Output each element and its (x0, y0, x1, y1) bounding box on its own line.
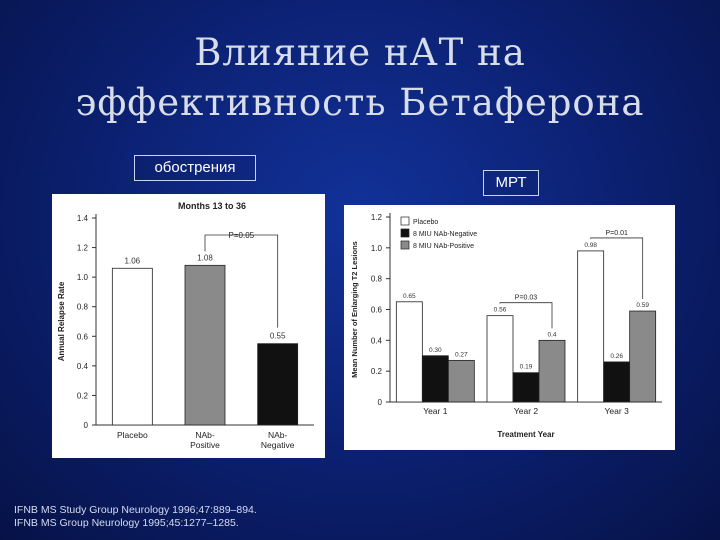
legend-swatch (400, 228, 410, 238)
bar-value-label: 0.59 (636, 302, 649, 309)
bar-year-1-series-1 (421, 355, 449, 403)
y-tick-label: 0 (378, 398, 383, 407)
bar-year-1-series-2 (447, 359, 475, 403)
y-tick-label: 1.4 (77, 214, 89, 223)
y-tick-label: 0.4 (371, 336, 383, 345)
x-tick-label: Year 2 (514, 406, 539, 416)
x-tick-label: NAb- (195, 430, 215, 440)
mri-chart-label: МРТ (483, 170, 539, 196)
significance-label: P=0.01 (605, 230, 627, 237)
y-tick-label: 1.0 (77, 273, 89, 282)
significance-bracket (499, 302, 553, 329)
relapse-rate-chart: Months 13 to 36 0 0.2 0.4 0.6 0.8 1.0 1.2 1.4 Ann… (57, 201, 314, 450)
relapse-rate-chart-panel: Months 13 to 36 0 0.2 0.4 0.6 0.8 1.0 1.2 1.4 Ann… (52, 194, 325, 458)
significance-bracket (590, 237, 644, 300)
significance-bracket (204, 234, 279, 328)
reference-1: IFNB MS Study Group Neurology 1996;47:88… (14, 504, 257, 516)
y-tick-label: 0.4 (77, 362, 89, 371)
bar-year-2-series-0 (486, 315, 514, 403)
legend-label: 8 MIU NAb-Positive (413, 243, 474, 250)
x-tick-label: NAb- (268, 430, 288, 440)
bar-year-1-series-0 (395, 301, 423, 403)
legend-label: Placebo (413, 219, 438, 226)
y-tick-label: 1.2 (371, 213, 383, 222)
bar-value-label: 0.27 (455, 351, 468, 358)
x-tick-label: Placebo (117, 430, 148, 440)
legend-swatch (400, 240, 410, 250)
t2-lesions-chart-panel: 0 0.2 0.4 0.6 0.8 1.0 1.2 Mean Number of Enlarg… (344, 205, 675, 450)
slide-title: Влияние нАТ на эффективность Бетаферона (0, 28, 720, 128)
legend-label: 8 MIU NAb-Negative (413, 231, 477, 238)
bar-value-label: 1.08 (197, 253, 213, 262)
y-tick-label: 0.6 (371, 306, 383, 315)
bar-value-label: 0.65 (403, 293, 416, 300)
bar-placebo (111, 267, 153, 426)
bar-value-label: 0.55 (270, 332, 286, 341)
t2-lesions-chart: 0 0.2 0.4 0.6 0.8 1.0 1.2 Mean Number of Enlarg… (350, 213, 662, 439)
significance-label: P=0.03 (515, 295, 537, 302)
chart-title: Months 13 to 36 (178, 201, 246, 211)
x-axis-label: Treatment Year (497, 430, 554, 439)
title-line-1: Влияние нАТ на (194, 31, 526, 74)
bar-nab-positive (184, 264, 226, 426)
y-tick-label: 0 (84, 421, 89, 430)
legend-swatch (400, 216, 410, 226)
bar-nab-negative (257, 343, 299, 426)
reference-2: IFNB MS Group Neurology 1995;45:1277–128… (14, 517, 239, 529)
y-tick-label: 0.6 (77, 332, 89, 341)
bar-year-3-series-0 (577, 250, 605, 403)
bar-year-2-series-2 (538, 339, 566, 403)
y-axis-label: Annual Relapse Rate (57, 281, 66, 361)
y-tick-label: 1.2 (77, 244, 89, 253)
x-tick-label: Positive (190, 440, 220, 450)
references: IFNB MS Study Group Neurology 1996;47:88… (14, 504, 257, 530)
x-tick-label: Year 3 (605, 406, 630, 416)
bar-value-label: 0.19 (520, 364, 533, 371)
y-axis-label: Mean Number of Enlarging T2 Lesions (350, 241, 359, 378)
bar-value-label: 1.06 (125, 256, 141, 265)
y-tick-label: 0.8 (77, 303, 89, 312)
bar-value-label: 0.4 (547, 331, 556, 338)
y-tick-label: 0.2 (371, 367, 383, 376)
bar-year-2-series-1 (512, 372, 540, 403)
bar-value-label: 0.30 (429, 347, 442, 354)
bar-year-3-series-2 (629, 310, 657, 403)
y-tick-label: 0.8 (371, 275, 383, 284)
x-tick-label: Negative (261, 440, 295, 450)
relapse-chart-label: обострения (134, 155, 256, 181)
bar-value-label: 0.56 (494, 307, 507, 314)
significance-label: P=0.05 (229, 231, 255, 240)
bar-year-3-series-1 (603, 361, 631, 403)
x-tick-label: Year 1 (423, 406, 448, 416)
y-tick-label: 1.0 (371, 244, 383, 253)
y-tick-label: 0.2 (77, 391, 89, 400)
title-line-2: эффективность Бетаферона (75, 81, 645, 124)
bar-value-label: 0.26 (610, 353, 623, 360)
bar-value-label: 0.98 (584, 242, 597, 249)
